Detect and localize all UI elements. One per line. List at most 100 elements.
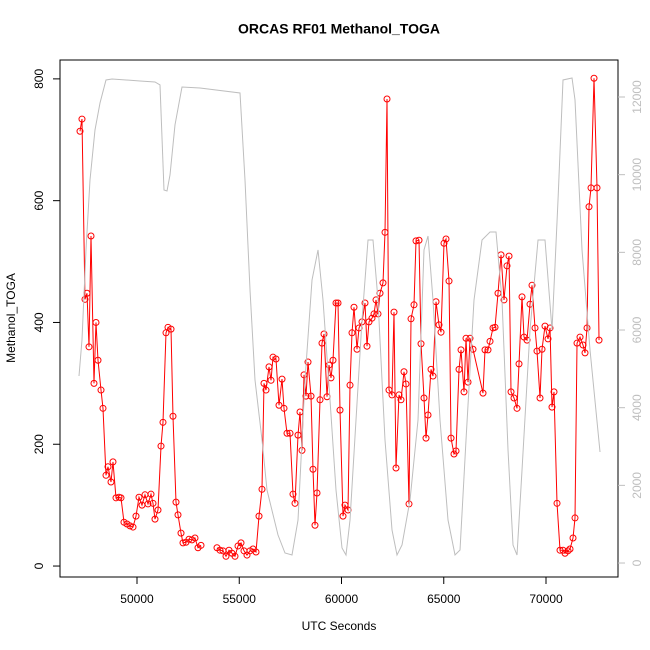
data-point — [81, 295, 89, 303]
y2-tick-label: 12000 — [630, 80, 644, 114]
y-tick-label: 600 — [32, 190, 46, 210]
data-point — [388, 391, 396, 399]
data-point — [427, 365, 435, 373]
data-point — [76, 127, 84, 135]
data-point — [445, 277, 453, 285]
data-point — [538, 345, 546, 353]
data-point — [513, 404, 521, 412]
data-point — [595, 336, 603, 344]
data-point — [97, 386, 105, 394]
data-point — [523, 336, 531, 344]
data-point — [339, 512, 347, 520]
x-tick-label: 60000 — [325, 592, 359, 606]
x-tick-label: 65000 — [427, 592, 461, 606]
data-point — [283, 429, 291, 437]
data-point — [267, 376, 275, 384]
data-point — [272, 355, 280, 363]
x-tick-label: 55000 — [223, 592, 257, 606]
y-tick-label: 0 — [32, 562, 46, 569]
data-point — [400, 368, 408, 376]
data-point — [372, 296, 380, 304]
data-point — [479, 389, 487, 397]
data-point — [252, 548, 260, 556]
data-point — [94, 356, 102, 364]
data-point — [397, 396, 405, 404]
data-point — [576, 333, 584, 341]
data-point — [569, 534, 577, 542]
data-point — [231, 552, 239, 560]
data-point — [374, 310, 382, 318]
data-point — [179, 539, 187, 547]
data-point — [435, 321, 443, 329]
data-point — [341, 501, 349, 509]
series-line — [79, 118, 202, 549]
data-point — [556, 546, 564, 554]
y-tick-label: 400 — [32, 312, 46, 332]
y2-tick-label: 2000 — [630, 472, 644, 499]
data-point — [484, 346, 492, 354]
data-point — [329, 356, 337, 364]
data-point — [564, 547, 572, 555]
data-point — [379, 279, 387, 287]
data-point — [526, 300, 534, 308]
data-point — [581, 349, 589, 357]
data-point — [172, 498, 180, 506]
y2-tick-label: 6000 — [630, 316, 644, 343]
data-point — [316, 396, 324, 404]
data-point — [583, 324, 591, 332]
data-point — [107, 478, 115, 486]
data-point — [412, 237, 420, 245]
x-tick-label: 70000 — [529, 592, 563, 606]
data-point — [313, 489, 321, 497]
data-point — [385, 386, 393, 394]
data-point — [265, 363, 273, 371]
data-point — [154, 506, 162, 514]
data-point — [447, 434, 455, 442]
data-point — [593, 184, 601, 192]
data-point — [332, 299, 340, 307]
y-tick-label: 200 — [32, 434, 46, 454]
data-point — [320, 330, 328, 338]
data-point — [291, 499, 299, 507]
data-point — [455, 365, 463, 373]
data-point — [422, 434, 430, 442]
data-point — [275, 401, 283, 409]
data-point — [407, 315, 415, 323]
data-point — [311, 521, 319, 529]
data-point — [510, 394, 518, 402]
data-point — [309, 465, 317, 473]
data-point — [90, 379, 98, 387]
data-point — [129, 523, 137, 531]
data-point — [469, 345, 477, 353]
data-point — [117, 494, 125, 502]
data-point — [528, 281, 536, 289]
data-point — [481, 346, 489, 354]
data-point — [424, 411, 432, 419]
data-point — [197, 541, 205, 549]
data-point — [515, 360, 523, 368]
data-point — [99, 404, 107, 412]
data-point — [550, 388, 558, 396]
data-point — [167, 325, 175, 333]
data-point — [151, 515, 159, 523]
data-point — [452, 447, 460, 455]
data-point — [92, 318, 100, 326]
data-point — [486, 337, 494, 345]
data-point — [112, 494, 120, 502]
data-point — [157, 442, 165, 450]
data-point — [262, 386, 270, 394]
data-point — [294, 431, 302, 439]
data-point — [289, 490, 297, 498]
data-point — [318, 339, 326, 347]
data-point — [346, 381, 354, 389]
data-point — [573, 339, 581, 347]
data-point — [85, 343, 93, 351]
data-point — [300, 371, 308, 379]
data-point — [585, 203, 593, 211]
data-point — [334, 299, 342, 307]
data-point — [278, 375, 286, 383]
data-point — [546, 324, 554, 332]
data-point — [505, 252, 513, 260]
data-point — [553, 499, 561, 507]
